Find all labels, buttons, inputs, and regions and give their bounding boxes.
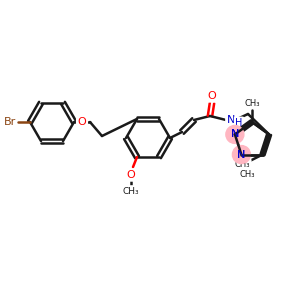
Text: CH₃: CH₃ bbox=[240, 170, 255, 179]
Circle shape bbox=[226, 125, 244, 143]
Text: O: O bbox=[78, 117, 86, 127]
Text: CH₃: CH₃ bbox=[235, 160, 250, 169]
Text: N: N bbox=[237, 150, 246, 160]
Text: CH₃: CH₃ bbox=[244, 98, 260, 107]
Text: N: N bbox=[237, 150, 246, 160]
Text: Br: Br bbox=[4, 117, 16, 127]
Text: O: O bbox=[127, 170, 135, 180]
Text: O: O bbox=[208, 91, 216, 101]
Text: N: N bbox=[227, 115, 235, 125]
Text: N: N bbox=[231, 129, 239, 140]
Text: N: N bbox=[231, 129, 239, 140]
Text: H: H bbox=[235, 118, 243, 128]
Text: CH₃: CH₃ bbox=[123, 187, 139, 196]
Circle shape bbox=[232, 146, 250, 164]
